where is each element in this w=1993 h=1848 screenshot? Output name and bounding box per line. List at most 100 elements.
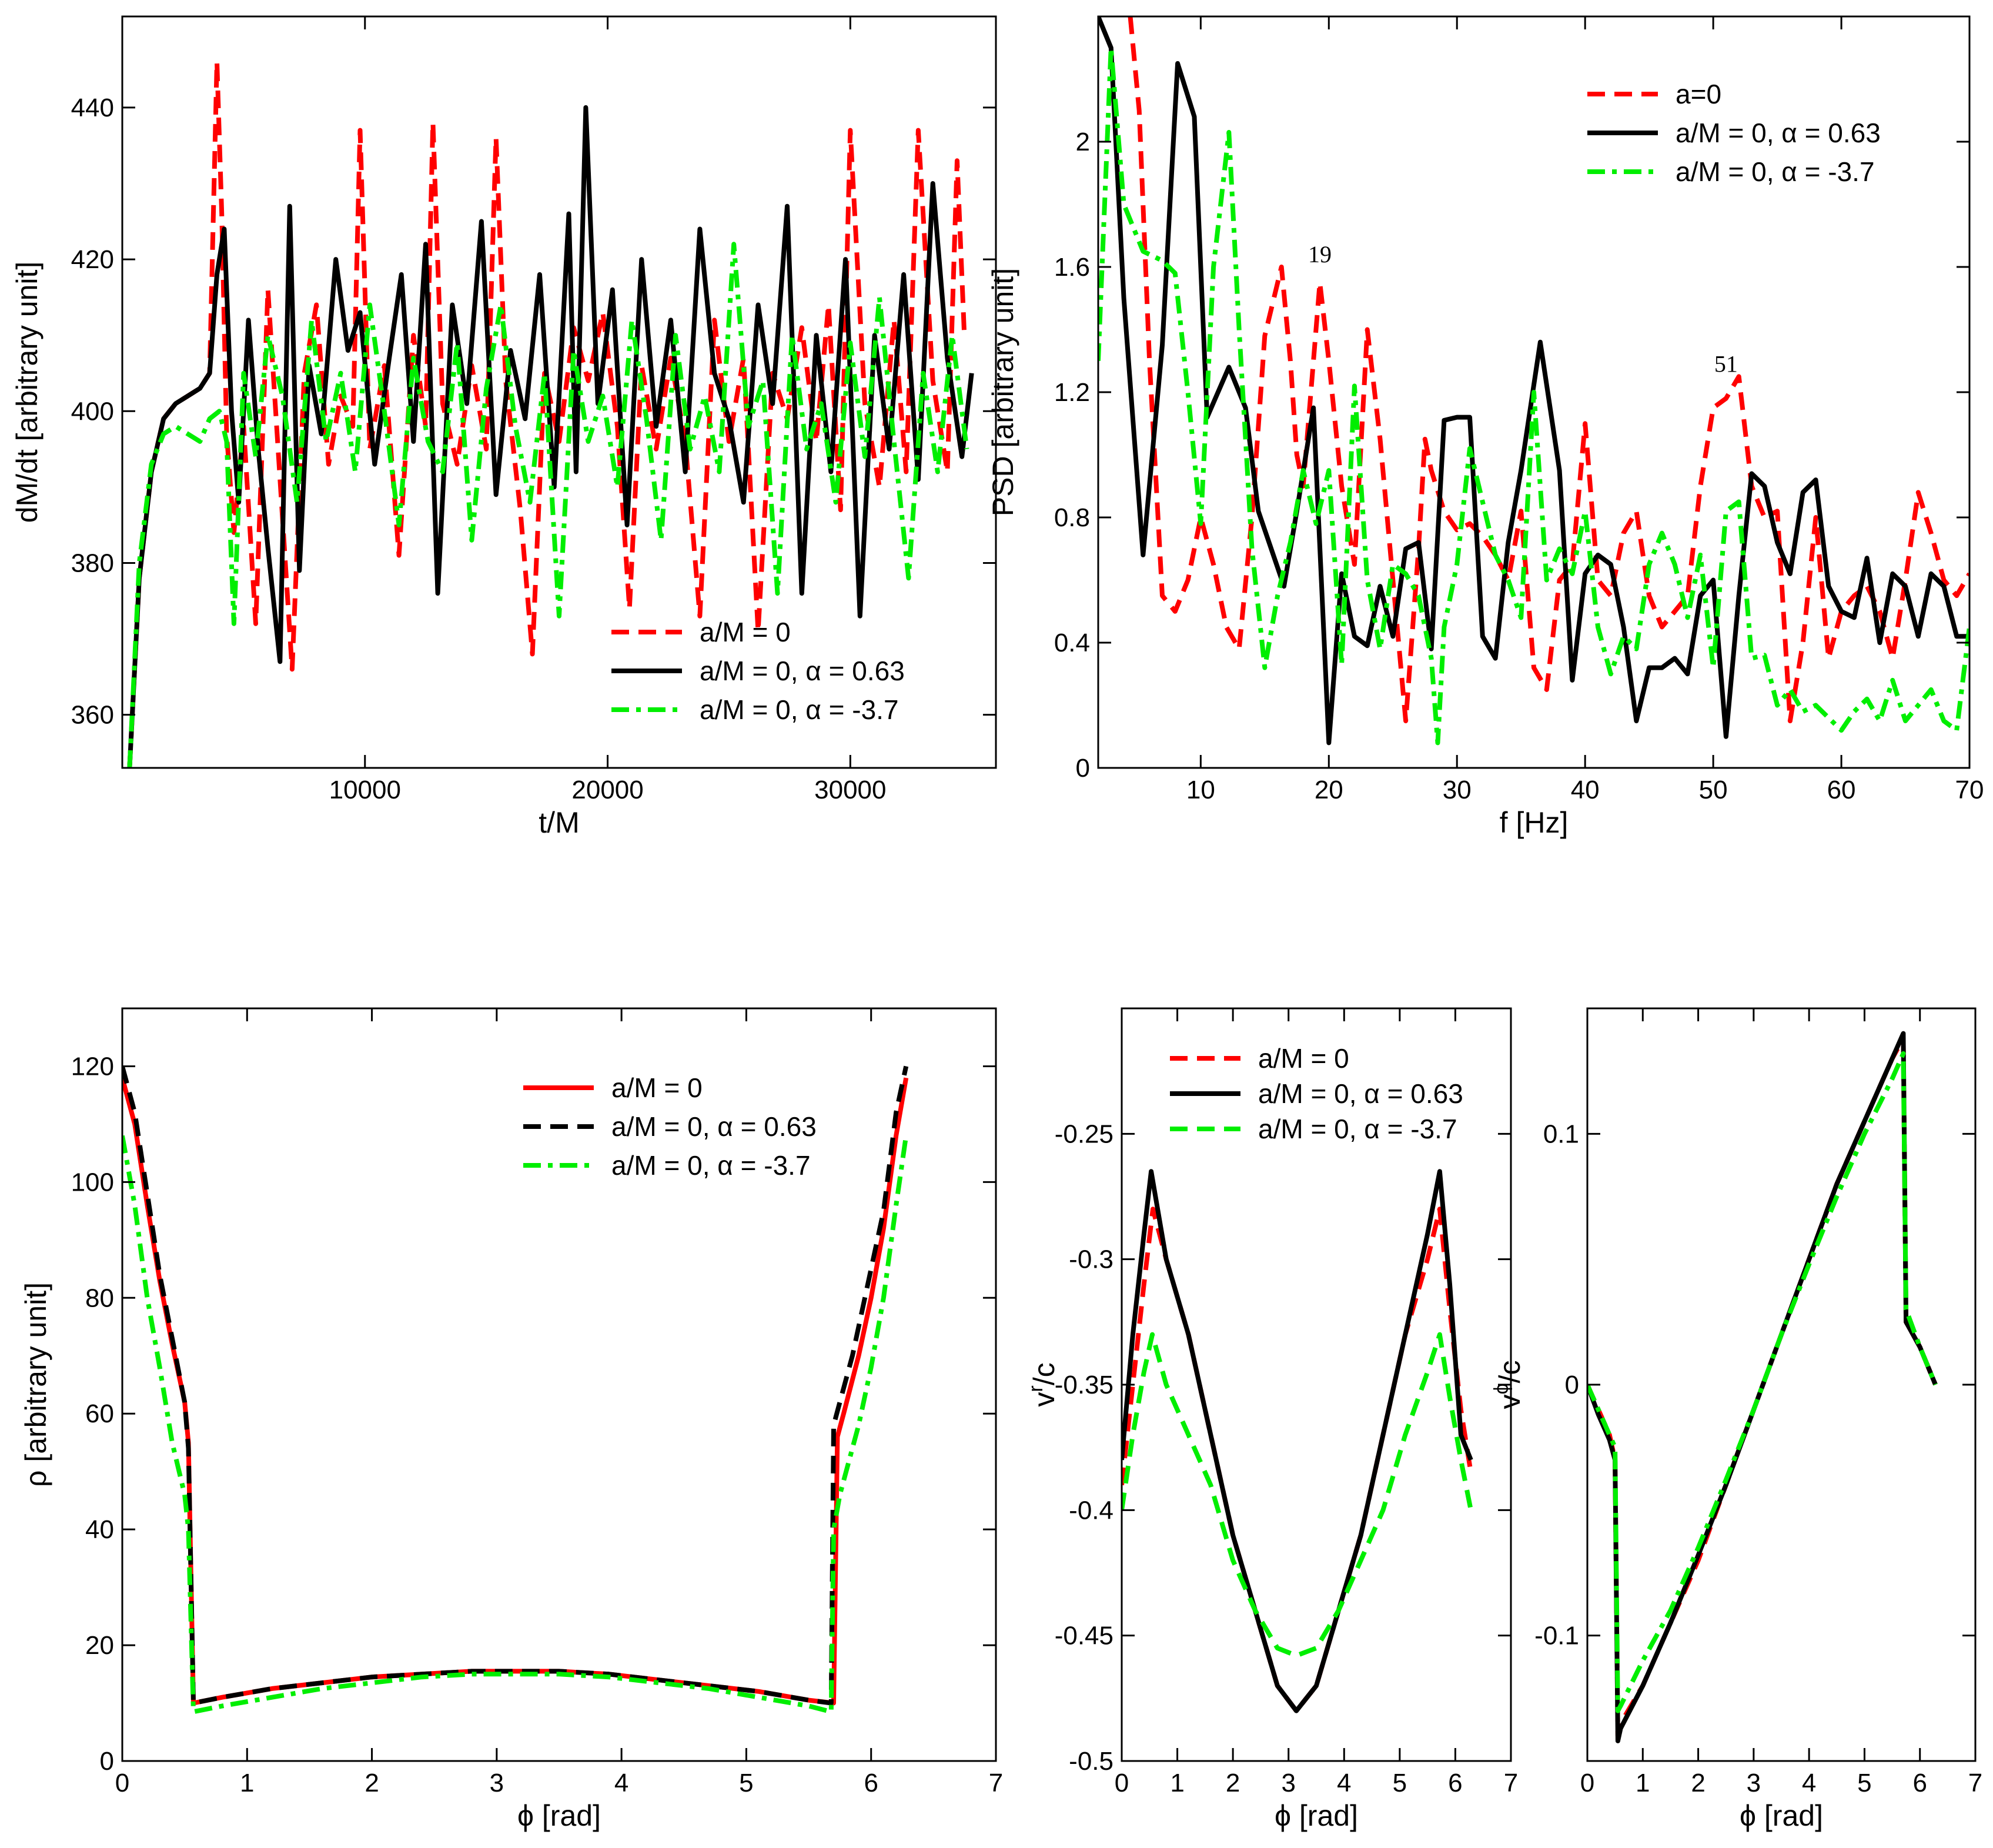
series-line-3 [1587,1051,1938,1713]
y-tick-label: 400 [71,397,114,426]
legend-label: a/M = 0, α = -3.7 [700,694,899,725]
y-tick-label: 440 [71,93,114,122]
x-tick-label: 3 [1747,1769,1761,1797]
x-tick-label: 1 [1170,1769,1184,1797]
chart-panel-3: 0 1 2 3 4 5 6 7 0 20 40 60 80 100 120 ϕ [rad] ρ [arbitra… [19,1007,1003,1832]
plot-frame [121,1007,997,1762]
y-axis-label-main: dM/dt [arbitrary unit] [11,262,44,523]
x-tick-label: 4 [1802,1769,1816,1797]
series-group [1587,1031,1938,1743]
legend-label: a/M = 0 [611,1072,703,1103]
x-tick-label: 0 [1580,1769,1594,1797]
x-tick-label: 5 [1393,1769,1407,1797]
legend: a=0 a/M = 0, α = 0.63 a/M = 0, α = -3.7 [1587,79,1881,187]
plot-frame [1586,1007,1977,1762]
x-tick-label: 60 [1827,776,1856,804]
y-axis-label-sup: ϕ [1490,1383,1513,1394]
x-tick-label: 4 [614,1769,628,1797]
x-tick-label: 40 [1571,776,1600,804]
legend-label: a/M = 0, α = -3.7 [1676,156,1875,187]
series-line-2 [127,105,974,768]
series-line-3 [127,242,969,768]
x-tick-label: 0 [1115,1769,1129,1797]
series-line-3 [1098,45,1969,746]
peak-annotation: 51 [1714,350,1738,377]
y-axis-label-main: ρ [arbitrary unit] [19,1282,52,1487]
legend-label: a/M = 0 [1258,1043,1349,1074]
y-axis-label-suffix: /c [1028,1362,1061,1385]
y-tick-label: -0.1 [1534,1622,1579,1650]
y-axis-label-main: PSD [arbitrary unit] [987,268,1019,516]
y-tick-label: 60 [85,1399,114,1428]
series-line-2 [1587,1031,1938,1743]
x-axis-label: ϕ [rad] [1740,1799,1823,1832]
y-tick-label: -0.3 [1069,1245,1113,1274]
chart-panel-2: 10 20 30 40 50 60 70 0 0.4 0.8 1.2 1.6 2 f [Hz] PSD [a… [987,15,1984,839]
legend-label: a/M = 0, α = -3.7 [1258,1114,1457,1144]
y-tick-label: -0.4 [1069,1496,1113,1525]
y-tick-label: -0.45 [1055,1622,1113,1650]
x-axis-label: ϕ [rad] [517,1799,601,1832]
legend-label: a/M = 0, α = -3.7 [611,1150,811,1181]
series-line-3 [1122,1332,1473,1658]
x-tick-label: 7 [1968,1769,1982,1797]
y-tick-label: 380 [71,549,114,577]
series-line-1 [127,59,967,768]
peak-annotation: 19 [1308,241,1332,268]
y-axis-label: vϕ/c [1490,1361,1526,1409]
y-tick-label: 0.8 [1054,503,1090,532]
x-tick-label: 20000 [571,776,643,804]
y-tick-label: 1.6 [1054,253,1090,282]
series-line-1 [1122,1207,1473,1713]
y-tick-label: 120 [71,1052,114,1081]
series-line-1 [122,1077,909,1706]
x-tick-label: 2 [1691,1769,1705,1797]
y-tick-label: 100 [71,1168,114,1197]
x-tick-label: 10000 [329,776,401,804]
legend-label: a/M = 0, α = 0.63 [1676,118,1881,148]
x-tick-label: 2 [1226,1769,1240,1797]
x-tick-label: 5 [1857,1769,1871,1797]
legend: a/M = 0 a/M = 0, α = 0.63 a/M = 0, α = -3.… [1170,1043,1463,1144]
x-tick-label: 50 [1699,776,1728,804]
y-axis-label: ρ [arbitrary unit] [19,1282,52,1487]
x-tick-label: 3 [1281,1769,1295,1797]
x-tick-label: 3 [490,1769,504,1797]
y-tick-label: -0.25 [1055,1120,1113,1148]
x-tick-label: 1 [1636,1769,1650,1797]
y-axis-label: PSD [arbitrary unit] [987,268,1019,516]
legend-label: a=0 [1676,79,1721,109]
y-tick-label: 40 [85,1515,114,1544]
series-line-2 [1122,1169,1473,1713]
x-tick-label: 6 [864,1769,878,1797]
x-tick-label: 7 [1504,1769,1518,1797]
legend-label: a/M = 0 [700,617,791,647]
y-tick-label: 0.4 [1054,629,1090,657]
chart-panel-4: 0 1 2 3 4 5 6 7 -0.5 -0.45 -0.4 -0.35 -0.3 -0.25 ϕ [ra… [1025,1007,1518,1832]
y-tick-label: 80 [85,1284,114,1312]
y-tick-label: 0 [1565,1371,1579,1399]
x-tick-label: 1 [240,1769,254,1797]
series-group [122,1065,909,1715]
legend-label: a/M = 0, α = 0.63 [1258,1078,1463,1109]
x-axis-label: f [Hz] [1500,806,1569,839]
y-tick-label: -0.5 [1069,1747,1113,1776]
y-axis-label: vr/c [1025,1362,1061,1406]
y-tick-label: 420 [71,245,114,274]
legend-label: a/M = 0, α = 0.63 [700,656,905,686]
chart-panel-5: 0 1 2 3 4 5 6 7 -0.1 0 0.1 ϕ [rad] vϕ/c [1490,1007,1982,1832]
x-tick-label: 4 [1337,1769,1351,1797]
x-tick-label: 0 [115,1769,129,1797]
y-axis-label-suffix: /c [1493,1361,1526,1384]
y-tick-label: 1.2 [1054,378,1090,407]
series-line-3 [122,1135,909,1715]
x-tick-label: 30 [1443,776,1472,804]
legend-label: a/M = 0, α = 0.63 [611,1111,817,1142]
x-tick-label: 6 [1448,1769,1462,1797]
series-group [127,59,974,768]
y-tick-label: 0 [1076,754,1090,783]
y-tick-label: 0.1 [1543,1120,1579,1148]
x-tick-label: 6 [1912,1769,1927,1797]
series-line-2 [1098,16,1969,746]
x-axis-label: t/M [539,806,579,839]
